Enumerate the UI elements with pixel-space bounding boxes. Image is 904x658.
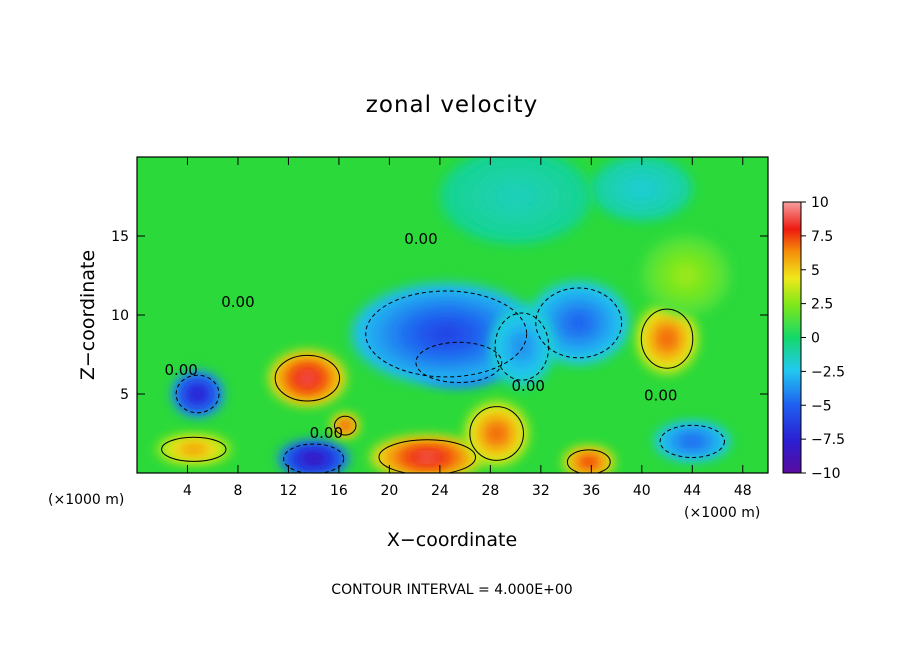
- x-axis-ticks: 4 8 12 16 20 24 28 32 36 40 44 48: [183, 157, 752, 499]
- colorbar-tick-label-6: −5: [811, 398, 832, 414]
- colorbar-tick-label-4: 0: [811, 331, 820, 347]
- y-axis-ticks: 5 10 15: [111, 229, 768, 403]
- x-tick-label-5: 24: [431, 483, 449, 499]
- y-tick-label-1: 10: [111, 308, 129, 324]
- x-tick-label-0: 4: [183, 483, 192, 499]
- field-blob-14-5: [678, 268, 694, 283]
- field-blob-13-5: [685, 438, 699, 445]
- x-tick-label-6: 28: [481, 483, 499, 499]
- field-blob-5-5: [301, 373, 314, 383]
- colorbar: [782, 201, 802, 474]
- contour-2: [535, 287, 623, 359]
- colorbar-tick-label-5: −2.5: [811, 364, 845, 380]
- field-blob-1-5: [430, 325, 462, 343]
- field-blob-8-5: [491, 428, 502, 439]
- colorbar-tick-label-2: 5: [811, 263, 820, 279]
- contour-12: [161, 436, 227, 462]
- x-tick-label-4: 20: [380, 483, 398, 499]
- contour-interval-footer: CONTOUR INTERVAL = 4.000E+00: [331, 582, 572, 598]
- contour-7: [378, 439, 477, 473]
- colorbar-tick-label-1: 7.5: [811, 229, 833, 245]
- contour-8: [469, 406, 524, 461]
- y-tick-label-0: 5: [120, 387, 129, 403]
- x-tick-label-7: 32: [532, 483, 550, 499]
- contour-3: [494, 312, 550, 381]
- x-tick-label-1: 8: [233, 483, 242, 499]
- contour-label-3: 0.00: [310, 424, 343, 442]
- x-unit-left: (×1000 m): [48, 492, 124, 508]
- contour-11: [334, 415, 357, 436]
- x-tick-label-10: 44: [683, 483, 701, 499]
- contour-label-1: 0.00: [221, 293, 254, 311]
- contour-1: [365, 290, 528, 378]
- contour-0: [415, 341, 503, 384]
- field-blob-10-5: [307, 455, 320, 462]
- colorbar-tick-label-7: −7.5: [811, 432, 845, 448]
- contour-label-5: 0.00: [644, 386, 677, 404]
- contour-6: [640, 308, 694, 369]
- contour-label-4: 0.00: [512, 377, 545, 395]
- field-blob-11-5: [343, 423, 348, 428]
- contour-9: [566, 449, 611, 473]
- field-blob-15-5: [633, 183, 651, 194]
- x-tick-label-2: 12: [280, 483, 298, 499]
- y-axis-label: Z−coordinate: [77, 250, 99, 380]
- x-tick-label-11: 48: [734, 483, 752, 499]
- contour-label-0: 0.00: [404, 230, 437, 248]
- field-blob-9-5: [584, 459, 594, 465]
- x-tick-label-3: 16: [330, 483, 348, 499]
- contour-13: [659, 424, 725, 459]
- contour-5: [274, 354, 341, 402]
- contour-lines: [161, 287, 725, 473]
- field-blob-2-5: [570, 316, 588, 330]
- x-unit-right: (×1000 m): [684, 505, 760, 521]
- colorbar-tick-label-8: −10: [811, 466, 841, 482]
- contour-4: [175, 374, 220, 414]
- x-tick-label-9: 40: [633, 483, 651, 499]
- y-tick-label-2: 15: [111, 229, 129, 245]
- contour-10: [283, 443, 345, 473]
- x-tick-label-8: 36: [582, 483, 600, 499]
- colorbar-tick-label-0: 10: [811, 195, 829, 211]
- field-features: [155, 157, 731, 473]
- x-axis-label: X−coordinate: [387, 529, 517, 551]
- field-blob-4-5: [193, 390, 202, 398]
- chart-title: zonal velocity: [366, 92, 538, 118]
- field-blob-6-5: [661, 332, 673, 345]
- contour-label-2: 0.00: [164, 361, 197, 379]
- contour-labels: 0.00 0.00 0.00 0.00 0.00 0.00: [164, 230, 677, 442]
- field-blob-7-5: [417, 453, 437, 461]
- colorbar-tick-label-3: 2.5: [811, 297, 833, 313]
- colorbar-ticks: 10 7.5 5 2.5 0 −2.5 −5 −7.5 −10: [801, 195, 845, 482]
- field-blob-16-5: [502, 188, 529, 205]
- field-blob-12-5: [187, 446, 201, 452]
